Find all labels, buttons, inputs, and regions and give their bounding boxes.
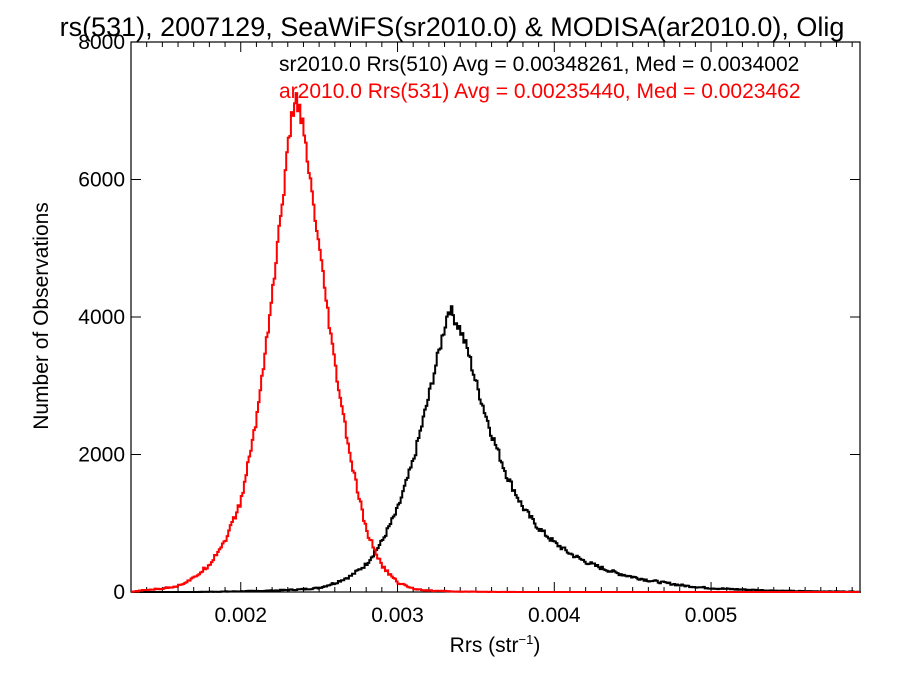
series-group bbox=[131, 92, 861, 593]
plot-frame bbox=[130, 41, 861, 593]
x-axis-label: Rrs (str−1) bbox=[450, 632, 541, 657]
y-tick-label: 4000 bbox=[78, 306, 125, 329]
y-tick-label: 6000 bbox=[78, 169, 125, 192]
legend-entry: ar2010.0 Rrs(531) Avg = 0.00235440, Med … bbox=[279, 80, 801, 103]
y-tick-label: 0 bbox=[113, 581, 125, 604]
series-line-2 bbox=[131, 92, 860, 593]
y-axis: 0 2000 4000 6000 8000 bbox=[78, 31, 860, 604]
x-tick-label: 0.004 bbox=[528, 604, 581, 627]
plot-area: 0 2000 4000 6000 8000 0.002 0.003 0.004 0.005 bbox=[78, 31, 861, 627]
x-tick-label: 0.003 bbox=[371, 604, 424, 627]
series-line-1 bbox=[131, 305, 861, 593]
legend-entry: sr2010.0 Rrs(510) Avg = 0.00348261, Med … bbox=[279, 53, 799, 76]
x-axis: 0.002 0.003 0.004 0.005 bbox=[146, 42, 853, 627]
y-axis-label: Number of Observations bbox=[30, 202, 53, 430]
chart-title: rs(531), 2007129, SeaWiFS(sr2010.0) & MO… bbox=[60, 12, 845, 42]
x-tick-label: 0.005 bbox=[685, 604, 738, 627]
y-tick-label: 8000 bbox=[78, 31, 125, 54]
y-tick-label: 2000 bbox=[78, 444, 125, 467]
legend: sr2010.0 Rrs(510) Avg = 0.00348261, Med … bbox=[279, 53, 801, 103]
x-tick-label: 0.002 bbox=[214, 604, 267, 627]
